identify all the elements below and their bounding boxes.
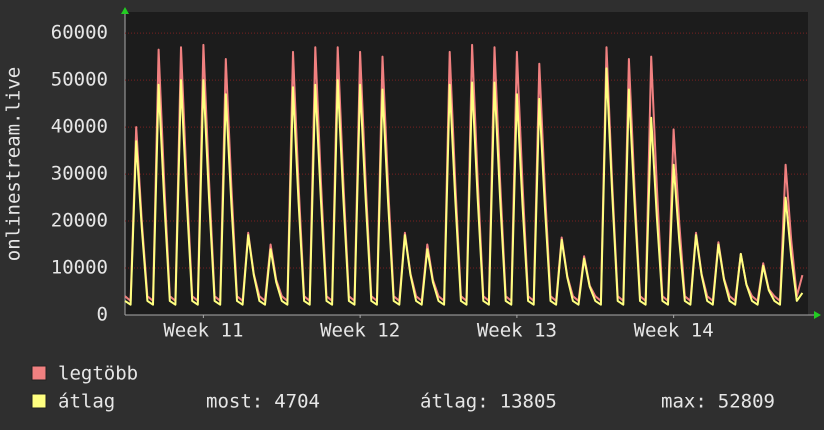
stat-value: 13805 <box>500 391 557 413</box>
y-axis-label: onlinestream.live <box>3 67 25 261</box>
y-tick-label: 60000 <box>51 22 108 44</box>
series-line <box>124 43 804 302</box>
x-tick-label: Week 11 <box>163 320 243 342</box>
stat-label: most: <box>206 391 263 413</box>
x-tick-label: Week 14 <box>634 320 714 342</box>
x-tick-label: Week 12 <box>320 320 400 342</box>
legend-label: átlag <box>58 391 115 413</box>
legend-label: legtöbb <box>58 363 138 385</box>
legend-swatch <box>31 393 47 409</box>
stat-label: max: <box>661 391 707 413</box>
y-tick-label: 40000 <box>51 116 108 138</box>
y-tick-label: 20000 <box>51 210 108 232</box>
y-tick-label: 10000 <box>51 257 108 279</box>
y-tick-label: 30000 <box>51 163 108 185</box>
y-tick-label: 0 <box>97 304 108 326</box>
stat-label: átlag: <box>420 391 489 413</box>
stat-value: 52809 <box>718 391 775 413</box>
series-line <box>124 67 804 306</box>
stat-value: 4704 <box>274 391 320 413</box>
y-tick-label: 50000 <box>51 69 108 91</box>
axis-arrow <box>121 7 129 14</box>
x-tick-label: Week 13 <box>477 320 557 342</box>
axis-arrow <box>814 311 821 319</box>
legend-swatch <box>31 365 47 381</box>
